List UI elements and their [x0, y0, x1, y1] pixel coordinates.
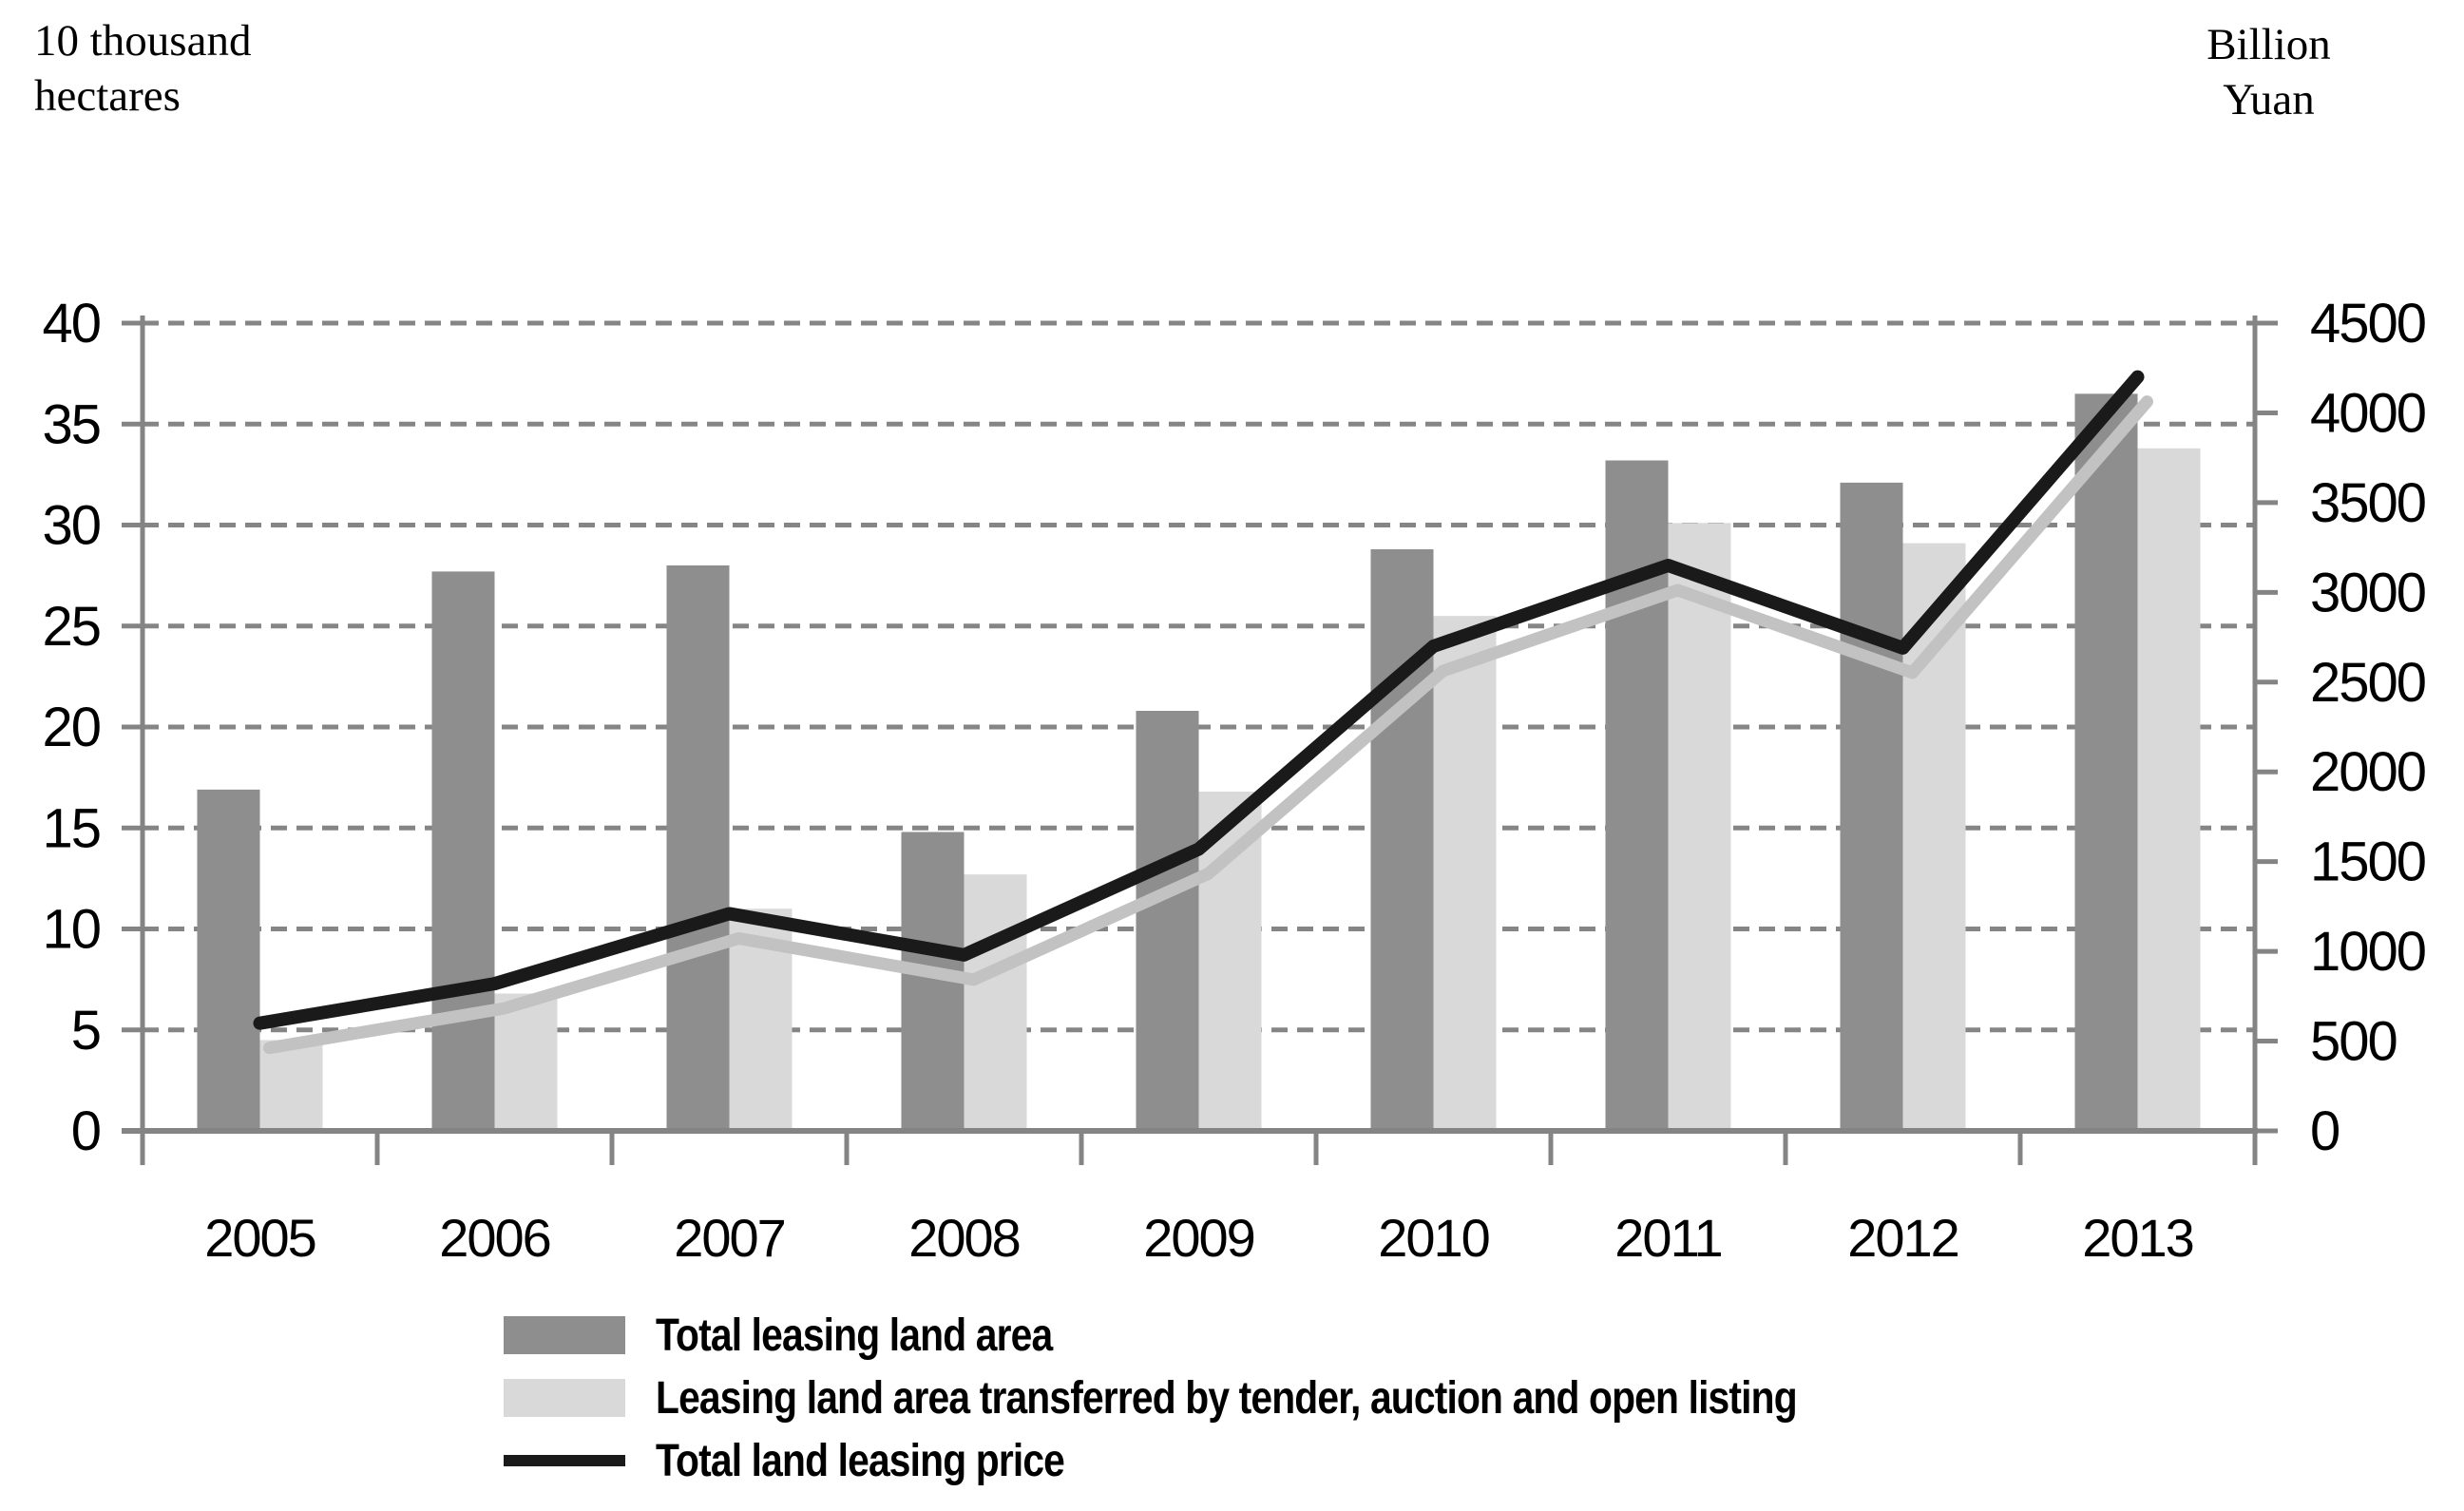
legend-label: Leasing land area transferred by tender,… [656, 1372, 1798, 1424]
year-label: 2006 [439, 1208, 550, 1268]
bar [259, 1040, 323, 1131]
right-tick-label: 4500 [2310, 293, 2425, 354]
legend-item-tender-auction-listing-area: Leasing land area transferred by tender,… [504, 1367, 1998, 1429]
left-tick-label: 15 [42, 797, 100, 859]
left-tick-label: 0 [71, 1100, 100, 1162]
legend-label: Total land leasing price [656, 1435, 1065, 1486]
dark-bar-swatch [504, 1316, 625, 1354]
left-tick-label: 25 [42, 596, 100, 658]
year-label: 2010 [1378, 1208, 1489, 1268]
total-land-leasing-price-line [253, 370, 2145, 1030]
year-label: 2012 [1847, 1208, 1958, 1268]
legend-label: Total leasing land area [656, 1310, 1053, 1361]
bar [1668, 523, 1731, 1131]
right-tick-label: 2500 [2310, 652, 2425, 714]
bar [1136, 711, 1199, 1131]
right-tick-label: 2000 [2310, 741, 2425, 803]
right-tick-label: 4000 [2310, 382, 2425, 444]
right-axis-unit-label: Billion Yuan [2206, 20, 2331, 124]
legend-item-total-leasing-land-area: Total leasing land area [504, 1304, 1998, 1367]
left-tick-label: 20 [42, 697, 100, 758]
year-label: 2009 [1143, 1208, 1254, 1268]
bar [964, 874, 1027, 1131]
bar [2074, 393, 2138, 1131]
legend-item-total-land-leasing-price: Total land leasing price [504, 1429, 1998, 1492]
right-tick-label: 3500 [2310, 472, 2425, 534]
line-swatch [504, 1455, 625, 1466]
right-tick-label: 1000 [2310, 921, 2425, 983]
left-tick-label: 30 [42, 495, 100, 557]
bar [1605, 460, 1669, 1131]
left-tick-label: 5 [71, 1000, 100, 1062]
bar-series-0 [197, 393, 2138, 1131]
bar [431, 571, 495, 1131]
year-label: 2013 [2082, 1208, 2193, 1268]
left-tick-label: 10 [42, 899, 100, 961]
right-tick-label: 3000 [2310, 562, 2425, 623]
left-axis-unit-label: 10 thousand hectares [34, 16, 252, 121]
right-tick-label: 0 [2310, 1100, 2339, 1162]
bar-series-1 [259, 448, 2201, 1131]
bar [494, 993, 558, 1131]
line-shadow [263, 395, 2153, 1055]
bar [197, 789, 260, 1131]
right-tick-label: 1500 [2310, 832, 2425, 893]
axes: 0 5 10 15 20 25 30 35 40 0 500 1000 1500 2000 2500 3000… [42, 293, 2427, 1268]
legend: Total leasing land area Leasing land are… [504, 1304, 1998, 1492]
right-tick-label: 500 [2310, 1011, 2397, 1073]
left-tick-label: 35 [42, 393, 100, 455]
year-label: 2007 [674, 1208, 785, 1268]
left-tick-label: 40 [42, 293, 100, 354]
bar [1433, 616, 1497, 1131]
bar [1840, 482, 1903, 1131]
year-label: 2008 [908, 1208, 1020, 1268]
year-label: 2011 [1614, 1208, 1721, 1268]
light-bar-swatch [504, 1379, 625, 1417]
bar [666, 565, 730, 1131]
year-label: 2005 [204, 1208, 315, 1268]
bar [1370, 549, 1434, 1131]
bar [2137, 448, 2201, 1131]
